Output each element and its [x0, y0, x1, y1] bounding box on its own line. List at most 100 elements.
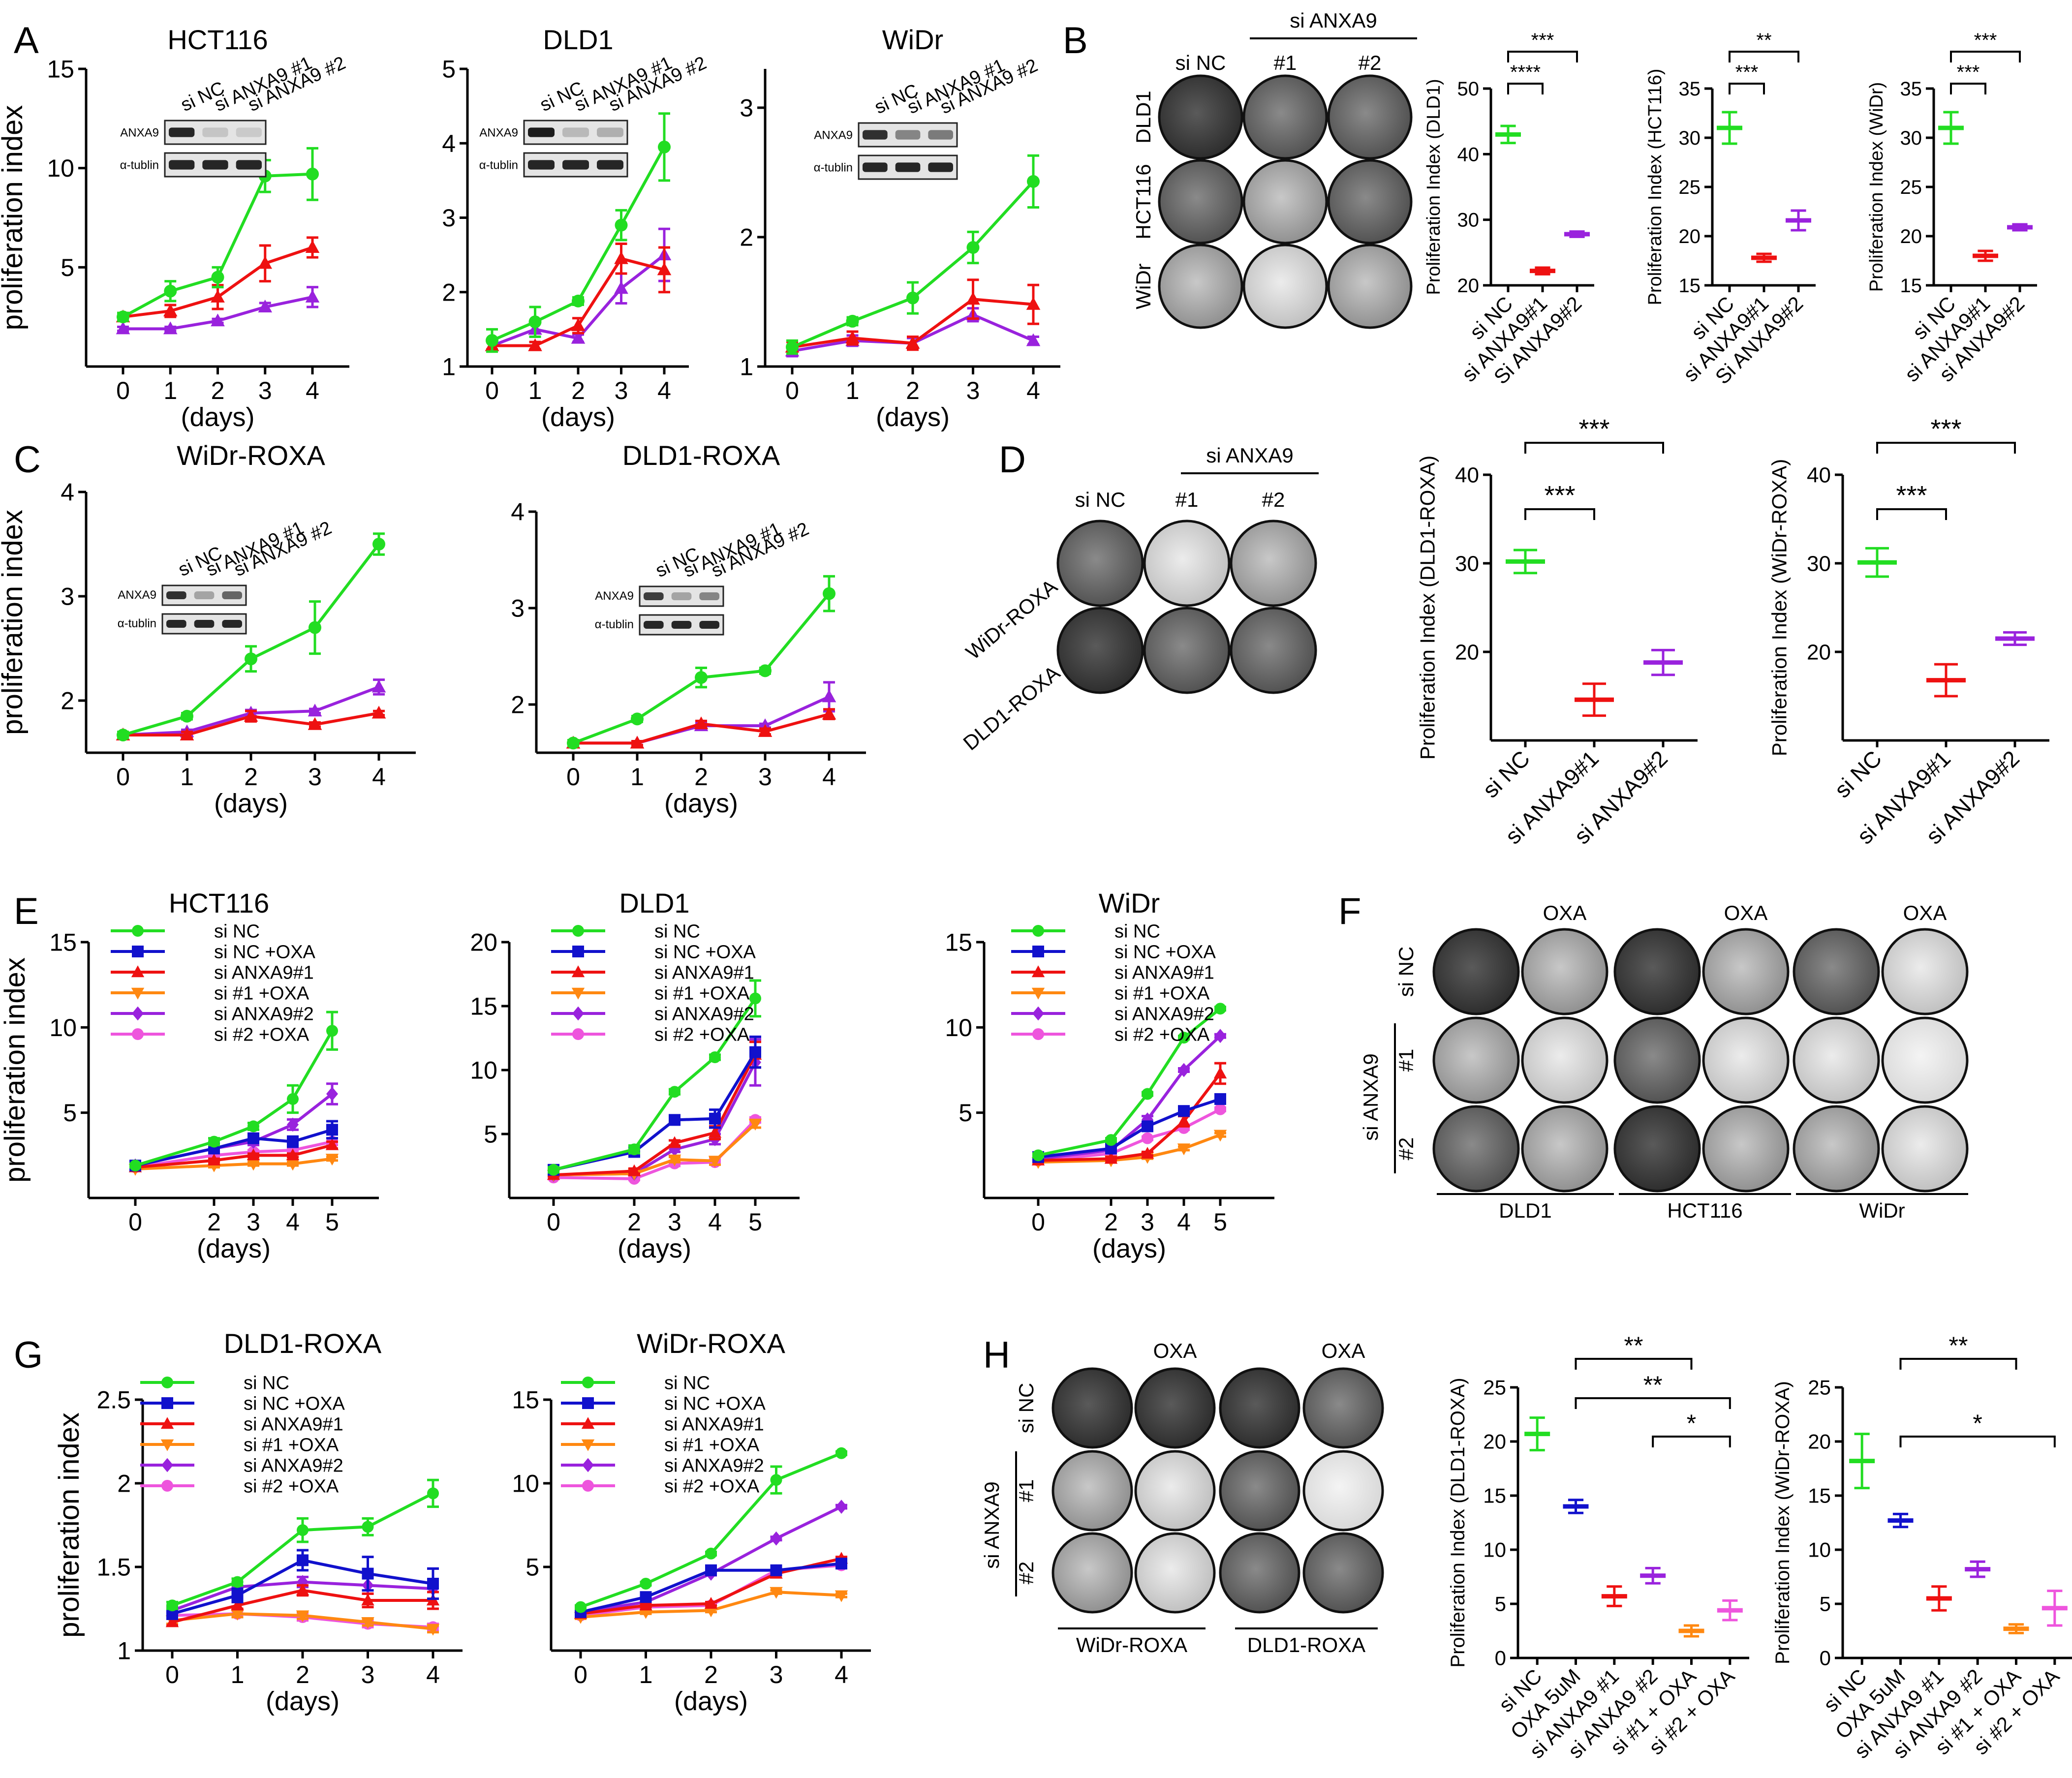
cell-line-group: DLD1-ROXA: [1235, 1627, 1378, 1656]
y-tick-label: 4: [61, 479, 74, 506]
y-tick-label: 2: [117, 1470, 131, 1498]
data-point: [426, 1624, 440, 1636]
blot-band: [597, 127, 623, 137]
data-point: [1104, 1152, 1118, 1164]
blot-band: [644, 592, 664, 600]
y-tick-label: 10: [470, 1057, 497, 1084]
significance-bracket: [1652, 1436, 1731, 1447]
row-group-label: si ANXA9: [980, 1481, 1003, 1568]
x-tick-label: 4: [306, 377, 319, 404]
x-tick-label: 1: [163, 377, 177, 404]
blot-band: [699, 592, 719, 600]
panel-letter-c: C: [14, 439, 41, 481]
y-tick-label: 15: [47, 56, 74, 83]
y-tick-label: 20: [1483, 1430, 1506, 1453]
x-axis-label: (days): [1092, 1234, 1166, 1263]
x-tick-label: 2: [211, 377, 225, 404]
row-label: WiDr: [1132, 263, 1155, 309]
blot-row-label: ANXA9: [118, 588, 156, 602]
blot-row-label: α-tublin: [120, 159, 159, 172]
y-tick-label: 30: [1679, 127, 1701, 149]
data-point: [614, 281, 628, 294]
data-point: [748, 1119, 762, 1131]
y-tick-label: 25: [1679, 177, 1701, 198]
data-point: [258, 256, 273, 269]
data-point: [627, 1164, 641, 1176]
y-tick-label: 1: [442, 353, 456, 381]
significance-label: ***: [1930, 414, 1961, 444]
colony-plate: [1219, 1450, 1300, 1532]
y-tick-label: 20: [1455, 640, 1479, 664]
data-point: [572, 294, 585, 307]
y-tick-label: 30: [1807, 552, 1831, 576]
y-tick-label: 40: [1455, 463, 1479, 487]
x-tick-label: 3: [308, 763, 322, 791]
series-si-anxa9-2: [548, 1038, 761, 1182]
cell-line-group: DLD1: [1437, 1193, 1614, 1222]
x-tick-label: 3: [615, 377, 628, 404]
blot-band: [928, 130, 953, 140]
row-label: si NC: [1015, 1383, 1038, 1434]
x-tick-label: 0: [116, 377, 130, 404]
data-point: [372, 538, 385, 551]
data-point: [575, 1601, 587, 1613]
legend-marker: [582, 1377, 594, 1388]
data-point: [571, 318, 586, 331]
blot-band: [895, 130, 921, 140]
colony-plate: [1613, 1105, 1701, 1193]
data-point: [180, 728, 194, 741]
dot-plot-h2: 0 5 10 15 20 25 Proliferation Index (WiDr-ROXA…: [1772, 1332, 2072, 1763]
x-tick-label: 2: [627, 1208, 641, 1236]
legend-label: si ANXA9#2: [214, 1004, 314, 1024]
data-point: [371, 705, 386, 719]
y-tick-label: 1: [117, 1637, 131, 1665]
y-axis-label: proliferation index: [0, 957, 31, 1183]
y-tick-label: 20: [1807, 640, 1831, 664]
legend-label: si NC +OXA: [1114, 942, 1216, 962]
legend-label: si ANXA9#2: [244, 1455, 343, 1476]
data-point: [630, 736, 645, 749]
series-si-nc-oxa: [1032, 1093, 1226, 1163]
data-point: [305, 289, 320, 303]
chart-title: WiDr-ROXA: [637, 1328, 785, 1359]
x-tick-label: 4: [835, 1661, 848, 1688]
significance-bracket: [1899, 1436, 2056, 1447]
colony-plate: [1230, 520, 1317, 607]
y-tick-label: 20: [470, 929, 497, 956]
data-point: [326, 1025, 338, 1037]
blot-band: [562, 160, 589, 170]
data-point: [615, 218, 628, 232]
colony-plate: [1219, 1367, 1300, 1449]
y-tick-label: 3: [442, 204, 456, 232]
oxa-column-label: OXA: [1543, 901, 1587, 924]
series-si-nc: [567, 575, 835, 750]
data-point: [1142, 1088, 1153, 1100]
colony-plate: [1881, 928, 1969, 1015]
x-tick-label: 3: [966, 377, 980, 404]
legend-label: si ANXA9#1: [1114, 962, 1214, 983]
column-label: #2: [1262, 488, 1285, 511]
row-label: DLD1-ROXA: [959, 661, 1064, 755]
series-si-nc-oxa: [548, 1035, 761, 1176]
significance-bracket: [1899, 1358, 2017, 1370]
legend-label: si NC +OXA: [654, 942, 756, 962]
x-tick-label: 2: [571, 377, 585, 404]
data-point: [846, 314, 859, 328]
significance-bracket: [1729, 51, 1799, 62]
legend-label: si #1 +OXA: [244, 1435, 339, 1455]
colony-plate: [1051, 1367, 1133, 1449]
y-tick-label: 15: [470, 993, 497, 1020]
legend-marker: [572, 946, 584, 957]
row-label: HCT116: [1132, 164, 1155, 239]
blot-row-label: ANXA9: [595, 589, 634, 603]
y-tick-label: 20: [1900, 226, 1922, 247]
blot-band: [222, 591, 242, 599]
colony-plate: [1432, 1105, 1520, 1193]
legend-label: si #1 +OXA: [214, 983, 309, 1004]
data-point: [822, 689, 836, 703]
y-tick-label: 40: [1807, 463, 1831, 487]
colony-plate: [1327, 244, 1413, 329]
